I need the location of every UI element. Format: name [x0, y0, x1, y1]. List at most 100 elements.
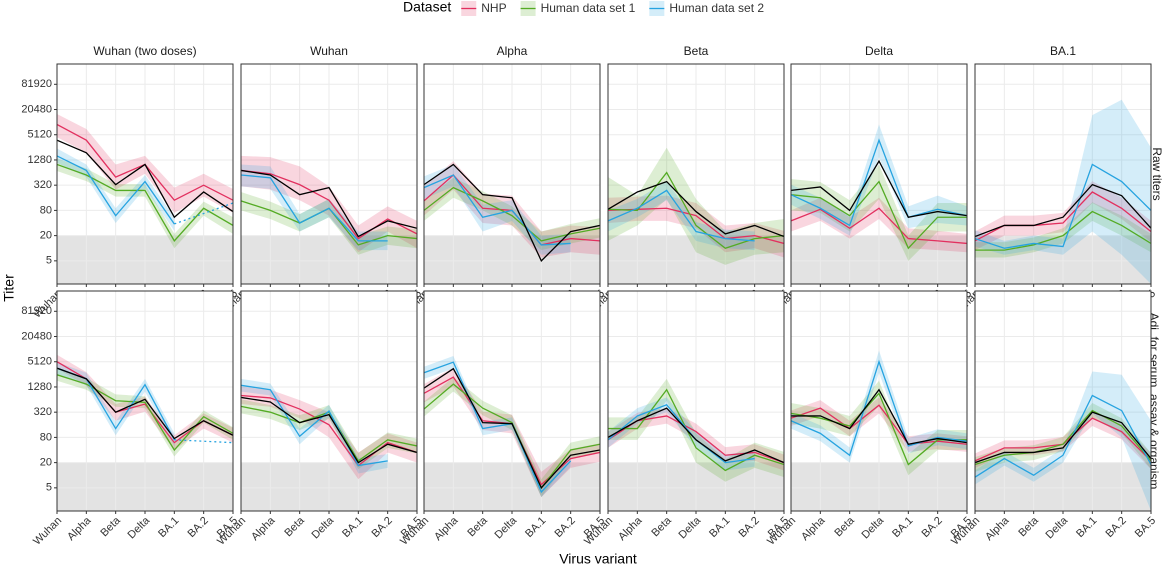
- x-tick-label: Delta: [493, 514, 520, 541]
- x-tick-label: Delta: [860, 514, 887, 541]
- ribbon: [791, 124, 967, 236]
- column-strip: Beta: [684, 44, 709, 58]
- ribbon: [608, 147, 784, 265]
- legend-item: Human data set 2: [649, 1, 764, 16]
- x-tick-label: Beta: [832, 514, 857, 539]
- x-tick-label: Beta: [649, 514, 674, 539]
- mean-line: [241, 396, 417, 464]
- panel: [241, 291, 417, 511]
- series-line: [791, 404, 967, 445]
- x-tick-label: BA.1: [707, 515, 732, 540]
- ribbon: [57, 114, 233, 213]
- row-strip: Raw titers: [1150, 147, 1164, 200]
- y-axis-title: Titer: [1, 274, 17, 302]
- legend-item: Human data set 1: [520, 1, 636, 16]
- x-tick-label: BA.1: [340, 515, 365, 540]
- series-line: [241, 384, 388, 467]
- mean-line: [975, 183, 1151, 238]
- series-line: [57, 163, 233, 242]
- mean-line: [608, 180, 784, 238]
- y-tick-label: 80: [40, 431, 52, 443]
- series-line: [975, 394, 1151, 478]
- x-axis-title: Virus variant: [559, 551, 637, 567]
- series-line: [791, 138, 967, 227]
- panel: [975, 64, 1151, 284]
- x-tick-label: Delta: [1044, 514, 1071, 541]
- mean-line: [57, 367, 233, 440]
- column-strip: Delta: [865, 44, 893, 58]
- series-line: [975, 409, 1151, 466]
- x-tick-label: BA.2: [736, 515, 761, 540]
- x-tick-label: Delta: [310, 514, 337, 541]
- legend: NHP Human data set 1 Human data set 2: [461, 1, 764, 16]
- panel: [241, 64, 417, 284]
- x-tick-label: BA.2: [1103, 515, 1128, 540]
- series-line: [424, 174, 571, 246]
- x-tick-label: BA.1: [890, 515, 915, 540]
- series-line: [791, 207, 967, 245]
- y-tick-label: 80: [40, 204, 52, 216]
- series-line: [241, 169, 417, 240]
- x-tick-label: BA.2: [185, 515, 210, 540]
- series-line: [608, 189, 755, 242]
- x-tick-label: BA.1: [156, 515, 181, 540]
- ribbon: [608, 195, 784, 258]
- legend-label: Human data set 1: [541, 1, 636, 15]
- x-tick-label: BA.2: [369, 515, 394, 540]
- y-tick-label: 5: [46, 255, 52, 267]
- y-tick-label: 81920: [21, 305, 52, 317]
- legend-title: Dataset: [403, 0, 451, 15]
- series-line: [608, 388, 784, 472]
- mean-line: [791, 159, 967, 218]
- panel: [57, 64, 233, 284]
- series-line: [608, 207, 784, 245]
- series-line: [241, 174, 388, 242]
- ribbon: [975, 371, 1151, 511]
- mean-line: [57, 139, 233, 219]
- series-line: [241, 394, 417, 467]
- panel: [791, 64, 967, 284]
- x-tick-label: BA.1: [523, 515, 548, 540]
- column-strip: Alpha: [497, 44, 528, 58]
- legend-label: Human data set 2: [669, 1, 764, 15]
- panel: [57, 291, 233, 511]
- mean-line: [791, 388, 967, 445]
- ribbon: [57, 158, 233, 249]
- series-line: [791, 359, 967, 457]
- x-tick-label: Beta: [1016, 514, 1041, 539]
- panel: [424, 64, 600, 284]
- y-tick-label: 5120: [28, 129, 52, 141]
- panel: [424, 291, 600, 511]
- row-strip-label: Raw titers: [1150, 147, 1164, 200]
- ribbon: [791, 197, 967, 253]
- ribbon: [424, 377, 600, 498]
- y-tick-label: 81920: [21, 78, 52, 90]
- series-line: [975, 210, 1151, 251]
- y-tick-label: 1280: [28, 381, 52, 393]
- mean-line: [424, 367, 600, 490]
- x-tick-label: Alpha: [616, 514, 645, 543]
- column-strip: BA.1: [1050, 44, 1076, 58]
- series-line: [791, 180, 967, 250]
- y-tick-label: 20: [40, 230, 52, 242]
- y-tick-label: 20480: [21, 103, 52, 115]
- y-tick-label: 5120: [28, 356, 52, 368]
- series-line: [608, 404, 755, 464]
- ribbon: [608, 397, 755, 471]
- ribbon: [57, 148, 175, 231]
- x-tick-label: Delta: [677, 514, 704, 541]
- x-tick-label: BA.5: [1133, 515, 1158, 540]
- ribbon: [57, 362, 175, 446]
- x-tick-label: Alpha: [432, 514, 461, 543]
- legend-item: NHP: [461, 1, 507, 16]
- mean-line: [975, 411, 1151, 464]
- x-tick-label: Alpha: [65, 514, 94, 543]
- column-strip: Wuhan: [310, 44, 348, 58]
- y-tick-label: 320: [34, 179, 52, 191]
- y-tick-label: 1280: [28, 154, 52, 166]
- ribbon: [791, 350, 967, 463]
- x-tick-label: BA.2: [552, 515, 577, 540]
- x-tick-label: BA.1: [1074, 515, 1099, 540]
- y-tick-label: 20: [40, 457, 52, 469]
